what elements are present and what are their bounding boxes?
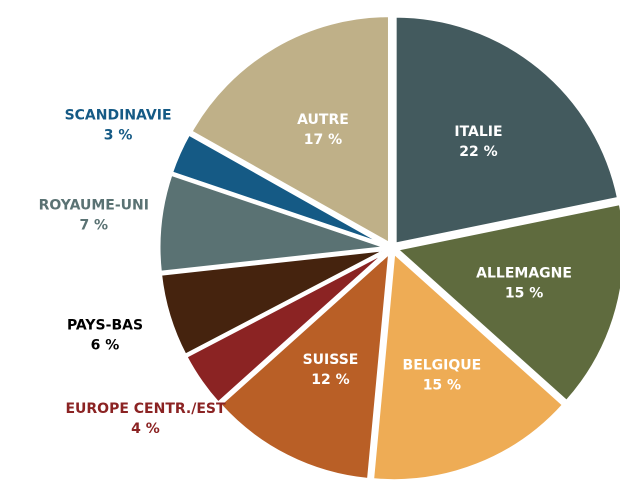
slice-label: SUISSE <box>303 352 359 368</box>
slice-value: 4 % <box>131 421 160 437</box>
slice-value: 15 % <box>423 377 461 393</box>
slice-label: BELGIQUE <box>403 357 482 373</box>
slice-label: ITALIE <box>454 124 502 140</box>
pie-slice <box>393 14 620 246</box>
pie-slice <box>158 247 388 358</box>
slice-label: AUTRE <box>297 112 349 128</box>
pie-slice <box>157 172 388 274</box>
slice-label: EUROPE CENTR./EST <box>65 401 226 417</box>
slice-value: 6 % <box>91 337 120 353</box>
slice-label: PAYS-BAS <box>67 317 143 333</box>
pie-slice <box>183 249 389 406</box>
pie-slice <box>393 202 620 404</box>
pie-slice <box>217 248 392 480</box>
pie-slice <box>371 249 566 480</box>
pie-slice <box>169 131 389 248</box>
slice-value: 22 % <box>459 144 497 160</box>
pie-slice <box>188 14 391 247</box>
slice-value: 15 % <box>505 286 543 302</box>
slice-value: 12 % <box>311 372 349 388</box>
slice-label: ALLEMAGNE <box>476 266 572 282</box>
slice-value: 7 % <box>79 217 108 233</box>
slice-label: SCANDINAVIE <box>65 108 172 124</box>
slice-label: ROYAUME-UNI <box>39 197 149 213</box>
slice-value: 3 % <box>104 128 133 144</box>
slice-value: 17 % <box>304 132 342 148</box>
